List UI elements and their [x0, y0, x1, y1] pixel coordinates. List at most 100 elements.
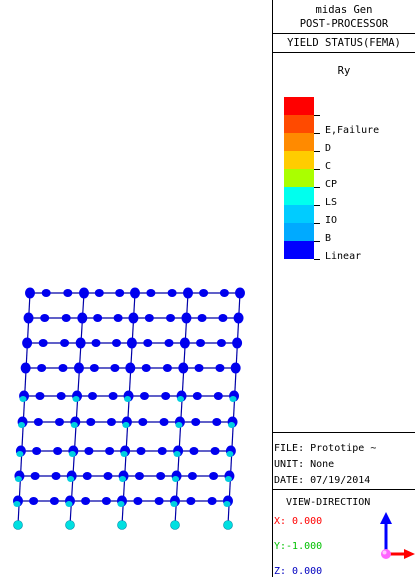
beam-hinge — [53, 447, 63, 455]
date-divider — [272, 489, 415, 490]
plastic-hinges — [13, 287, 245, 507]
legend-swatch — [284, 151, 314, 169]
beam-hinge — [41, 289, 51, 297]
column-hinge — [77, 312, 88, 324]
io-hinge — [175, 422, 183, 428]
legend-swatch — [284, 97, 314, 115]
beam-hinge — [82, 472, 92, 480]
beam-hinge — [207, 497, 217, 505]
io-hinge — [16, 451, 24, 457]
beam-hinge — [210, 447, 220, 455]
beam-hinge — [105, 447, 115, 455]
beam-hinge — [136, 447, 146, 455]
beam-hinge — [108, 392, 118, 400]
beam-hinge — [187, 472, 197, 480]
beam-hinge — [189, 447, 199, 455]
column-hinge — [23, 312, 34, 324]
beam-hinge — [93, 314, 103, 322]
io-hinge — [68, 451, 76, 457]
beam-hinge — [199, 289, 209, 297]
beam-hinge — [156, 472, 166, 480]
column-hinge — [183, 287, 193, 299]
result-type: YIELD STATUS(FEMA) — [287, 37, 401, 49]
supports — [13, 520, 233, 530]
column-hinge — [22, 337, 33, 349]
beam-hinge — [186, 497, 196, 505]
beam-hinge — [35, 392, 45, 400]
column-hinge — [232, 337, 243, 349]
legend-tick — [314, 223, 320, 224]
beam-hinge — [60, 339, 70, 347]
io-hinge — [170, 501, 178, 507]
beam-hinge — [139, 392, 149, 400]
legend-tick — [314, 241, 320, 242]
io-hinge — [120, 451, 128, 457]
beam-hinge — [113, 314, 123, 322]
beam-hinge — [56, 392, 66, 400]
legend-tick — [314, 259, 320, 260]
legend-swatch — [284, 187, 314, 205]
io-hinge — [13, 501, 21, 507]
beam-hinge — [209, 472, 219, 480]
column-hinge — [233, 312, 244, 324]
column-hinge — [181, 312, 192, 324]
beam-hinge — [54, 418, 64, 426]
column-hinge — [20, 362, 31, 374]
beam-hinge — [40, 314, 50, 322]
beam-hinge — [162, 364, 172, 372]
beam-hinge — [103, 472, 113, 480]
io-hinge — [72, 396, 80, 402]
beam-hinge — [215, 364, 225, 372]
beam-hinge — [213, 392, 223, 400]
beam-hinge — [191, 418, 201, 426]
column-hinge — [125, 362, 136, 374]
view-direction-label: VIEW-DIRECTION — [286, 497, 371, 508]
io-hinge — [173, 451, 181, 457]
legend-swatch — [284, 169, 314, 187]
beam-hinge — [141, 364, 151, 372]
column-hinge — [128, 312, 139, 324]
column-hinge — [235, 287, 245, 299]
column-hinge — [130, 287, 140, 299]
beam-hinge — [106, 418, 116, 426]
legend-label: IO — [325, 215, 338, 226]
beam-hinge — [166, 314, 176, 322]
beam-hinge — [167, 289, 177, 297]
beam-hinge — [218, 314, 228, 322]
beam-hinge — [81, 497, 91, 505]
support-node — [117, 520, 127, 530]
beam-hinge — [51, 472, 61, 480]
beam-hinge — [61, 314, 71, 322]
legend-tick — [314, 205, 320, 206]
column-hinge — [25, 287, 35, 299]
frame-lines — [17, 292, 241, 526]
beam-hinge — [143, 339, 153, 347]
io-hinge — [177, 396, 185, 402]
legend-label: C — [325, 161, 332, 172]
beam-hinge — [38, 339, 48, 347]
io-hinge — [14, 476, 22, 482]
io-hinge — [117, 501, 125, 507]
support-node — [13, 520, 23, 530]
column-line — [121, 292, 136, 526]
io-hinge — [124, 396, 132, 402]
io-hinge — [119, 476, 127, 482]
column-hinge — [75, 337, 86, 349]
legend-swatch — [284, 115, 314, 133]
info-divider — [272, 432, 415, 433]
support-node — [223, 520, 233, 530]
legend-label: B — [325, 233, 332, 244]
legend-label: LS — [325, 197, 338, 208]
column-line — [227, 292, 241, 526]
support-node — [65, 520, 75, 530]
io-hinge — [223, 501, 231, 507]
processor-mode: POST-PROCESSOR — [299, 18, 389, 30]
beam-hinge — [159, 418, 169, 426]
beam-hinge — [101, 497, 111, 505]
support-node — [170, 520, 180, 530]
io-hinge — [19, 396, 27, 402]
beam-hinge — [161, 392, 171, 400]
beam-hinge — [197, 314, 207, 322]
legend-label: D — [325, 143, 332, 154]
